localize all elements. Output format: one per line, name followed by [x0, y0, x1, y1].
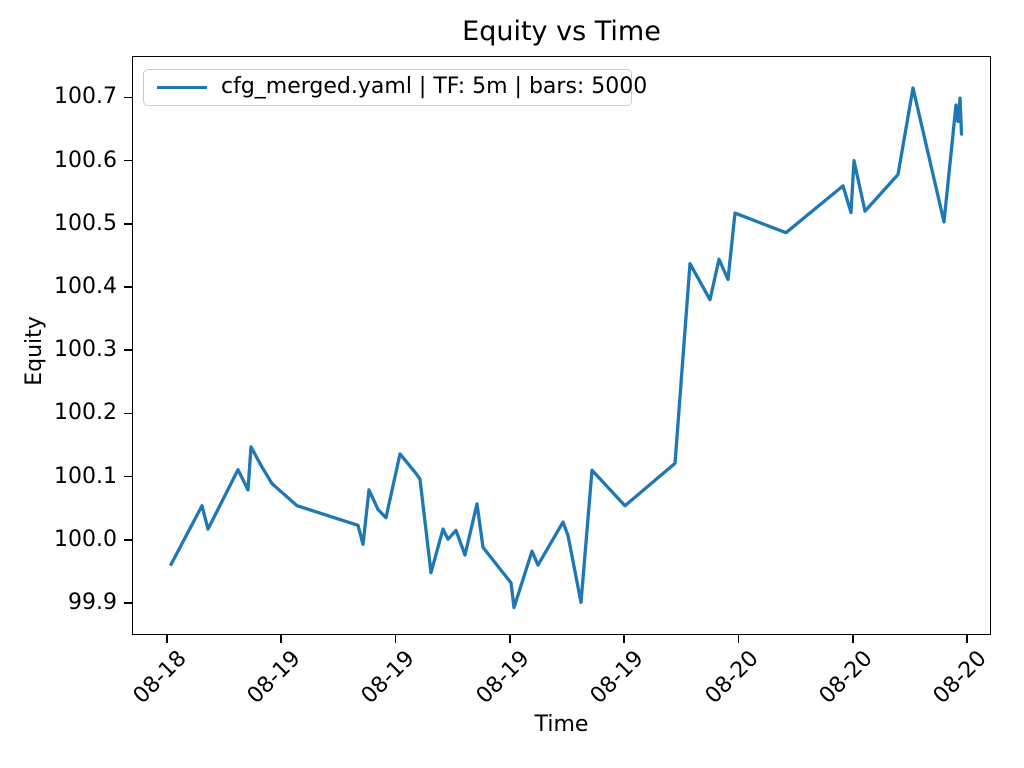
- y-tickmark: [124, 222, 132, 225]
- y-tickmark: [124, 96, 132, 99]
- x-tick-label: 08-20: [929, 646, 992, 709]
- legend-line-swatch: [157, 85, 207, 90]
- x-tickmark: [623, 635, 625, 643]
- plot-canvas: [169, 86, 964, 610]
- x-tickmark: [966, 635, 969, 643]
- x-tick-label: 08-18: [128, 646, 192, 709]
- legend-label: cfg_merged.yaml | TF: 5m | bars: 5000: [221, 73, 648, 99]
- y-tick-label: 100.0: [54, 526, 117, 552]
- equity-line-series: [169, 86, 964, 610]
- y-tick-label: 100.7: [54, 84, 117, 110]
- y-axis-label: Equity: [22, 316, 47, 386]
- y-tick-label: 100.4: [54, 274, 117, 299]
- x-tick-label: 08-19: [357, 646, 421, 709]
- y-tickmark: [124, 412, 132, 415]
- x-tick-label: 08-19: [585, 646, 649, 709]
- x-tick-label: 08-20: [700, 646, 764, 709]
- y-tickmark: [124, 159, 132, 162]
- x-axis-label: Time: [534, 712, 589, 737]
- x-tick-label: 08-19: [471, 646, 535, 709]
- x-tickmark: [508, 635, 511, 643]
- y-tickmark: [124, 538, 132, 541]
- x-tickmark: [737, 635, 740, 643]
- plot-area-frame: [132, 56, 991, 635]
- y-tick-label: 100.2: [54, 400, 117, 426]
- y-tick-label: 100.6: [54, 147, 117, 173]
- legend-box: cfg_merged.yaml | TF: 5m | bars: 5000: [143, 69, 647, 106]
- y-tick-label: 100.1: [54, 463, 117, 489]
- y-tickmark: [124, 602, 132, 604]
- y-tickmark: [124, 349, 132, 352]
- x-tickmark: [280, 635, 282, 643]
- x-tickmark: [165, 635, 168, 643]
- y-tickmark: [124, 286, 132, 288]
- y-tickmark: [124, 475, 132, 478]
- x-tickmark: [394, 635, 397, 643]
- x-tick-label: 08-19: [242, 646, 306, 709]
- x-tickmark: [852, 635, 854, 643]
- x-tick-label: 08-20: [814, 646, 878, 709]
- y-tick-label: 100.3: [54, 337, 117, 363]
- y-tick-label: 100.5: [54, 210, 117, 236]
- chart-title: Equity vs Time: [462, 16, 661, 47]
- y-tick-label: 99.9: [68, 590, 117, 615]
